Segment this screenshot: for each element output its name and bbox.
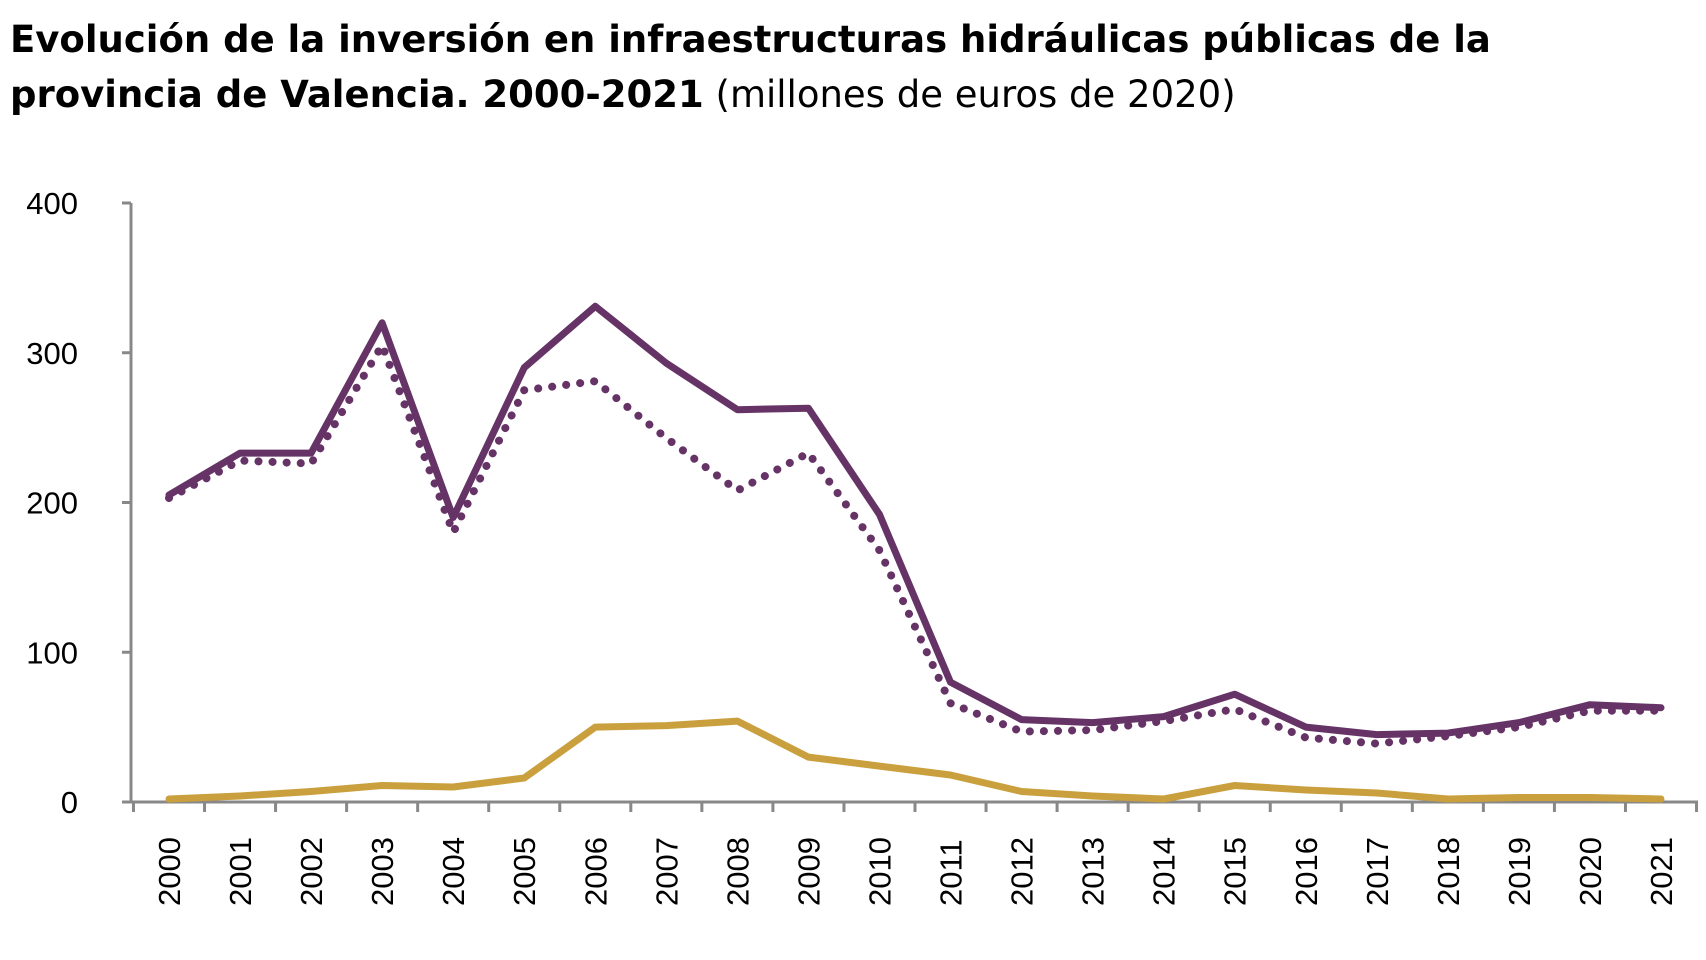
chart-title: Evolución de la inversión en infraestruc… [10, 12, 1491, 122]
x-tick-label: 2015 [1218, 837, 1253, 906]
chart-subtitle: (millones de euros de 2020) [715, 73, 1236, 116]
x-tick-label: 2017 [1360, 837, 1395, 906]
x-tick-label: 2008 [720, 837, 755, 906]
x-tick-label: 2012 [1005, 837, 1040, 906]
x-tick-label: 2005 [507, 837, 542, 906]
y-tick-label: 300 [26, 336, 78, 371]
x-tick-label: 2006 [578, 837, 613, 906]
x-tick-label: 2001 [223, 837, 258, 906]
title-line-1: Evolución de la inversión en infraestruc… [10, 18, 1491, 61]
x-tick-label: 2003 [365, 837, 400, 906]
series-line-2 [165, 341, 1665, 748]
x-tick-label: 2018 [1431, 837, 1466, 906]
y-tick-label: 400 [26, 186, 78, 221]
title-line-2: provincia de Valencia. 2000-2021 [10, 73, 704, 116]
x-tick-label: 2000 [152, 837, 187, 906]
y-tick-label: 200 [26, 486, 78, 521]
y-tick-label: 100 [26, 635, 78, 670]
series-line-1 [165, 302, 1665, 739]
x-tick-label: 2014 [1147, 837, 1182, 906]
x-tick-label: 2004 [436, 837, 471, 906]
x-tick-label: 2016 [1289, 837, 1324, 906]
x-tick-label: 2011 [934, 839, 969, 906]
x-tick-label: 2020 [1573, 837, 1608, 906]
x-tick-label: 2002 [294, 837, 329, 906]
x-tick-label: 2019 [1502, 837, 1537, 906]
x-tick-label: 2007 [649, 837, 684, 906]
y-tick-label: 0 [61, 785, 78, 820]
series-line-3 [165, 717, 1665, 803]
x-tick-label: 2021 [1644, 837, 1679, 906]
x-tick-label: 2013 [1076, 837, 1111, 906]
x-tick-label: 2009 [791, 837, 826, 906]
x-tick-label: 2010 [862, 837, 897, 906]
